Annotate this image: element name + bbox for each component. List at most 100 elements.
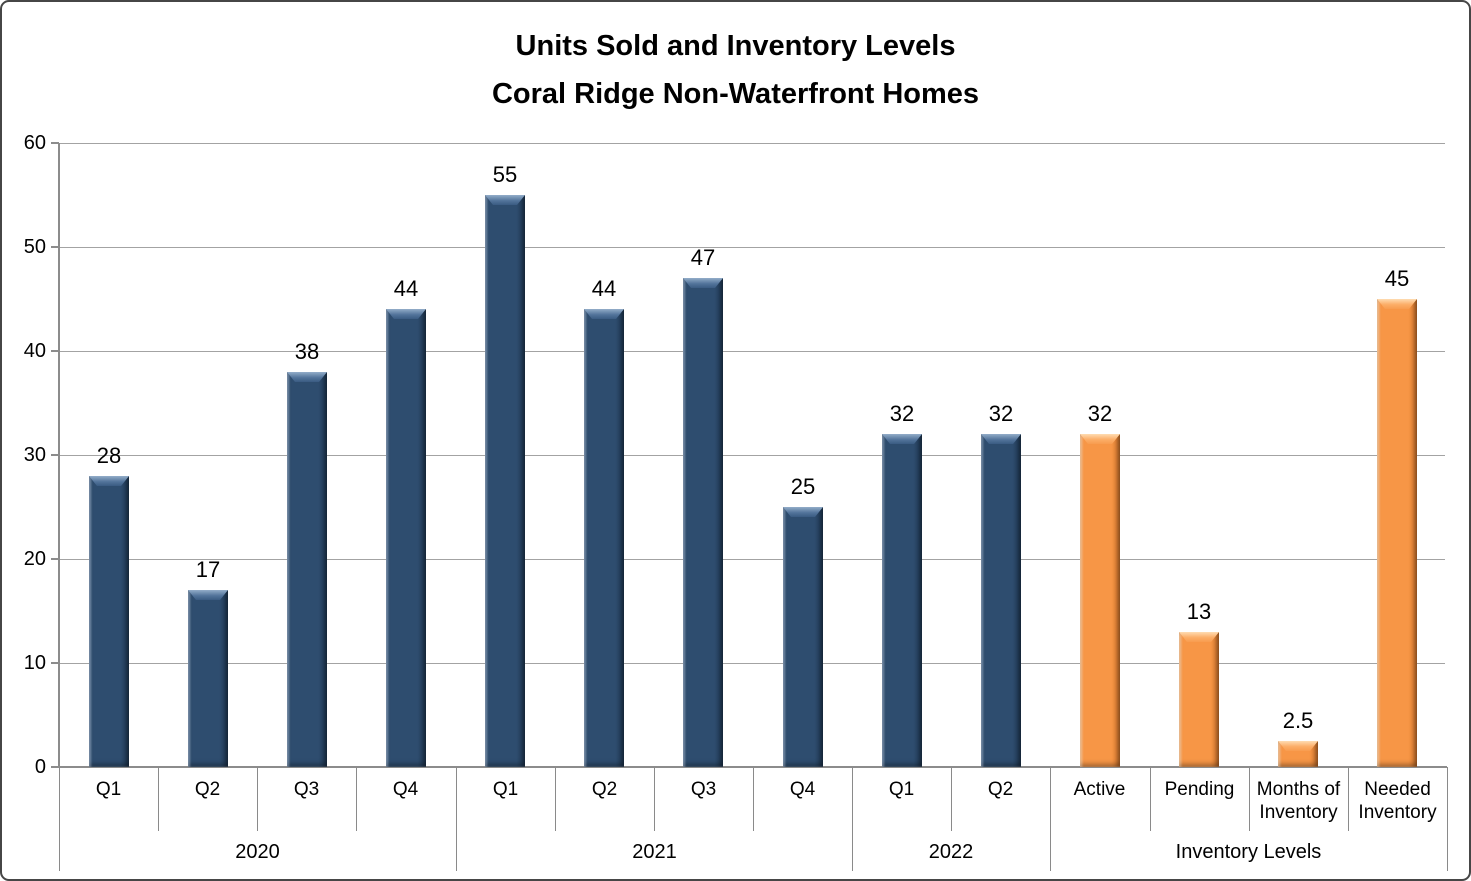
bar-inventory-levels-needed-inventory-bevel [1377,299,1417,309]
bar-2020-q4 [386,309,426,767]
y-tick-50 [51,246,59,248]
bar-2020-q4-value-label: 44 [393,276,419,301]
y-tick-label-60: 60 [23,132,46,154]
bar-inventory-levels-pending-bevel [1179,632,1219,642]
bar-inventory-levels-active [1080,434,1120,767]
bar-2020-q1-value-label: 28 [96,443,122,468]
x-category-label-q3-6: Q3 [690,779,717,800]
bar-2020-q4-bevel [386,309,426,319]
chart-title-line2: Coral Ridge Non-Waterfront Homes [491,78,980,110]
bar-2021-q2 [584,309,624,767]
bar-2020-q3-bevel [287,372,327,382]
y-tick-label-20: 20 [23,548,46,570]
y-tick-label-30: 30 [23,444,46,466]
x-category-label-q4-3: Q4 [392,779,419,800]
x-group-label-inventory-levels: Inventory Levels [1175,841,1322,863]
x-category-label-q4-7: Q4 [789,779,816,800]
x-category-label-pending-11: Pending [1164,779,1235,800]
axis-group-divider-0 [59,767,60,871]
bar-2022-q2 [981,434,1021,767]
bar-inventory-levels-pending-value-label: 13 [1186,599,1212,624]
gridline-20 [59,558,1445,560]
axis-category-divider-3 [356,767,357,831]
axis-category-divider-11 [1150,767,1151,831]
y-tick-10 [51,662,59,664]
bar-2022-q1 [882,434,922,767]
bar-inventory-levels-active-value-label: 32 [1087,401,1113,426]
bar-inventory-levels-needed-inventory-value-label: 45 [1384,266,1410,291]
bar-inventory-levels-active-bevel [1080,434,1120,444]
x-group-label-2022: 2022 [928,841,974,863]
x-category-label-q3-2: Q3 [293,779,320,800]
bar-2021-q2-value-label: 44 [591,276,617,301]
axis-group-divider-4 [456,767,457,871]
bar-2022-q2-value-label: 32 [988,401,1014,426]
axis-category-divider-5 [555,767,556,831]
bar-2021-q2-bevel [584,309,624,319]
x-category-label-q2-9: Q2 [987,779,1014,800]
gridline-50 [59,246,1445,248]
x-category-label-q1-0: Q1 [95,779,122,800]
bar-2022-q1-value-label: 32 [889,401,915,426]
bar-2020-q2-value-label: 17 [195,557,221,582]
bar-2021-q1-value-label: 55 [492,162,518,187]
y-tick-30 [51,454,59,456]
y-tick-label-40: 40 [23,340,46,362]
bar-2022-q1-bevel [882,434,922,444]
bar-inventory-levels-needed-inventory [1377,299,1417,767]
bar-2021-q3-bevel [683,278,723,288]
bar-2021-q4-value-label: 25 [790,474,816,499]
x-category-label-q1-4: Q1 [492,779,519,800]
chart-title: Units Sold and Inventory Levels Coral Ri… [2,22,1469,118]
bar-2021-q3 [683,278,723,767]
bar-2020-q3 [287,372,327,767]
bar-2021-q3-value-label: 47 [690,245,716,270]
x-category-label-needed-inventory-13: Needed Inventory [1358,779,1437,823]
x-category-label-q2-5: Q2 [591,779,618,800]
x-category-label-q2-1: Q2 [194,779,221,800]
bar-2020-q3-value-label: 38 [294,339,320,364]
y-tick-40 [51,350,59,352]
x-category-label-active-10: Active [1073,779,1126,800]
gridline-30 [59,454,1445,456]
axis-category-divider-7 [753,767,754,831]
bar-2021-q4-bevel [783,507,823,517]
bar-inventory-levels-months-of-inventory [1278,741,1318,767]
bar-inventory-levels-pending [1179,632,1219,767]
x-category-label-q1-8: Q1 [888,779,915,800]
gridline-10 [59,662,1445,664]
gridline-40 [59,350,1445,352]
axis-category-divider-13 [1348,767,1349,831]
y-tick-label-0: 0 [34,756,46,778]
bar-2021-q1-bevel [485,195,525,205]
x-group-label-2021: 2021 [632,841,677,863]
bar-inventory-levels-months-of-inventory-value-label: 2.5 [1282,708,1314,733]
y-axis-line [58,143,60,767]
bar-inventory-levels-months-of-inventory-bevel [1278,741,1318,751]
x-group-label-2020: 2020 [235,841,280,863]
axis-category-divider-1 [158,767,159,831]
axis-category-divider-2 [257,767,258,831]
axis-category-divider-9 [951,767,952,831]
bar-2020-q2-bevel [188,590,228,600]
axis-group-divider-8 [852,767,853,871]
bar-2021-q4 [783,507,823,767]
chart-title-line1: Units Sold and Inventory Levels [515,30,956,62]
y-tick-label-50: 50 [23,236,46,258]
bar-2020-q2 [188,590,228,767]
y-tick-label-10: 10 [23,652,46,674]
y-tick-20 [51,558,59,560]
bar-2022-q2-bevel [981,434,1021,444]
axis-category-divider-6 [654,767,655,831]
y-tick-0 [51,766,59,768]
x-category-label-months-of-inventory-12: Months of Inventory [1256,779,1341,823]
axis-category-divider-12 [1249,767,1250,831]
bar-2020-q1-bevel [89,476,129,486]
axis-group-divider-14 [1447,767,1448,871]
bar-2020-q1 [89,476,129,767]
gridline-60 [59,142,1445,144]
y-tick-60 [51,142,59,144]
axis-group-divider-10 [1050,767,1051,871]
